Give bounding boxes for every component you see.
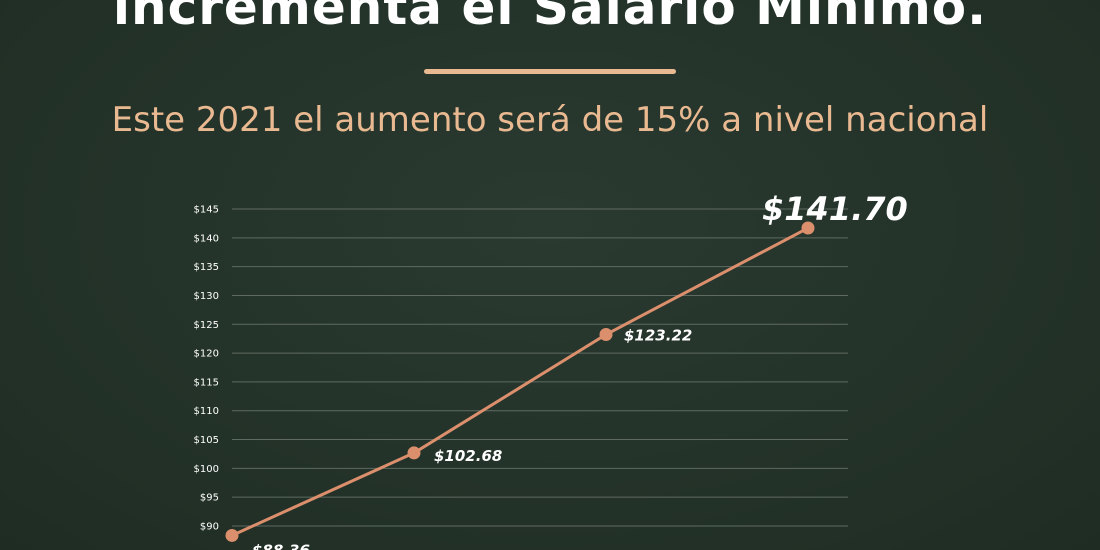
data-label: $123.22 [624,327,692,345]
data-label: $102.68 [434,447,502,465]
data-point [801,221,815,235]
y-tick-label: $120 [194,349,219,360]
y-tick-label: $95 [200,493,219,504]
data-point [407,446,421,460]
y-tick-label: $110 [194,406,219,417]
data-point [225,528,239,542]
data-label: $88.36 [252,541,310,550]
y-tick-label: $135 [194,262,219,273]
y-tick-label: $90 [200,522,219,533]
y-tick-label: $115 [194,377,219,388]
y-tick-label: $145 [194,205,219,216]
y-tick-label: $140 [194,233,219,244]
series-line [230,226,810,537]
y-tick-label: $125 [194,320,219,331]
page-title: incrementa el Salario Mínimo. [112,0,988,36]
page-subtitle: Este 2021 el aumento será de 15% a nivel… [111,100,989,140]
y-tick-label: $130 [194,291,219,302]
title-divider [424,69,676,74]
y-tick-label: $100 [194,464,219,475]
y-tick-label: $105 [194,435,219,446]
data-label: $141.70 [762,190,908,228]
data-point [599,328,613,342]
